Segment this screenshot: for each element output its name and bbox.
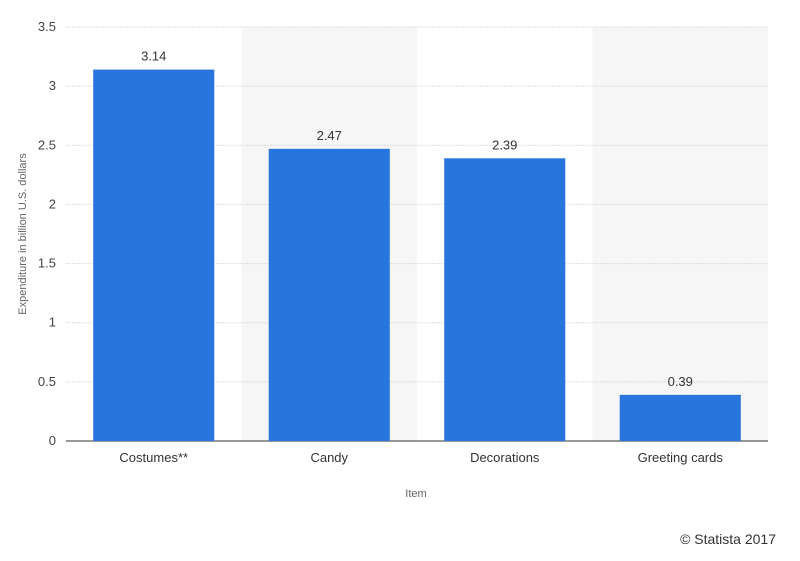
- data-label: 3.14: [141, 49, 166, 64]
- bar[interactable]: [619, 394, 741, 441]
- bar[interactable]: [268, 148, 390, 441]
- x-axis-category-labels: Costumes** Candy Decorations Greeting cards: [119, 450, 723, 465]
- y-tick-label: 3: [49, 78, 56, 93]
- y-tick-label: 0.5: [38, 374, 56, 389]
- y-axis-tick-labels: 0 0.5 1 1.5 2 2.5 3 3.5: [38, 19, 56, 448]
- y-tick-label: 1: [49, 315, 56, 330]
- y-tick-label: 2.5: [38, 137, 56, 152]
- x-category-label: Candy: [310, 450, 348, 465]
- y-tick-label: 1.5: [38, 256, 56, 271]
- data-label: 0.39: [668, 374, 693, 389]
- data-label: 2.47: [317, 128, 342, 143]
- x-category-label: Costumes**: [119, 450, 188, 465]
- bars: [93, 69, 741, 441]
- y-tick-label: 2: [49, 196, 56, 211]
- y-axis-title: Expenditure in billion U.S. dollars: [17, 153, 29, 315]
- x-category-label: Greeting cards: [638, 450, 724, 465]
- data-label: 2.39: [492, 137, 517, 152]
- bar[interactable]: [444, 158, 566, 441]
- x-category-label: Decorations: [470, 450, 540, 465]
- bar[interactable]: [93, 69, 215, 441]
- x-axis-title: Item: [405, 488, 426, 500]
- statista-credit[interactable]: © Statista 2017: [680, 531, 776, 547]
- y-tick-label: 3.5: [38, 19, 56, 34]
- data-labels: 3.14 2.47 2.39 0.39: [141, 49, 693, 389]
- background-band: [592, 27, 768, 441]
- y-tick-label: 0: [49, 433, 56, 448]
